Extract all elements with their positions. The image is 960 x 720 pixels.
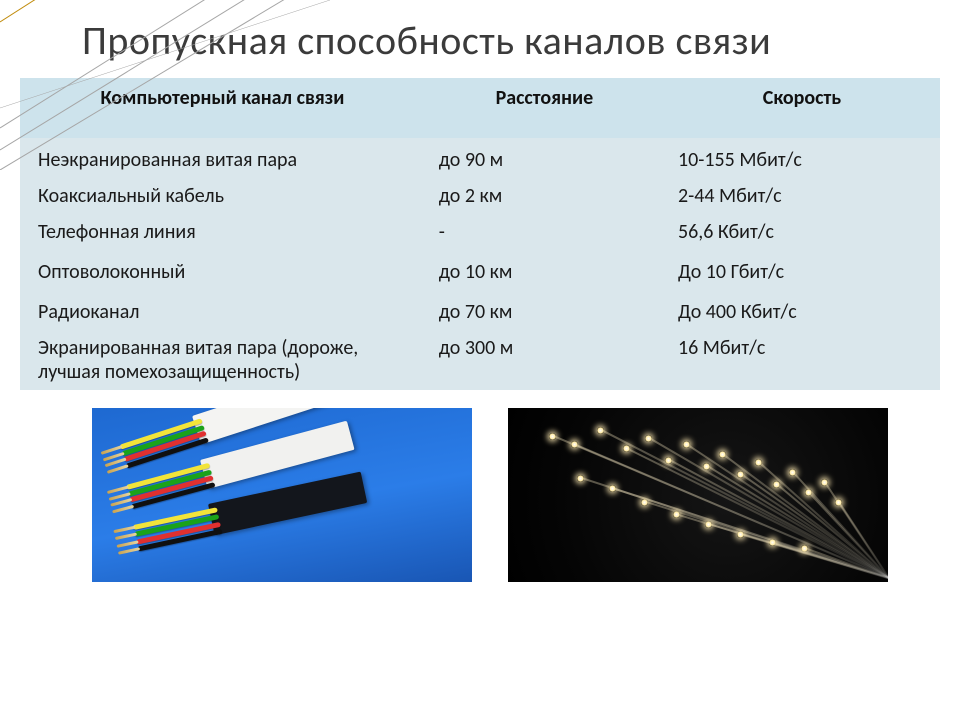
cell-channel: Радиоканал: [20, 290, 425, 330]
cell-channel: Экранированная витая пара (дороже, лучша…: [20, 330, 425, 390]
table-row: Экранированная витая пара (дороже, лучша…: [20, 330, 940, 390]
table-header-row: Компьютерный канал связи Расстояние Скор…: [20, 78, 940, 138]
cell-distance: -: [425, 214, 664, 250]
fiber-optic-image: [508, 408, 888, 582]
table-row: Оптоволоконныйдо 10 кмДо 10 Гбит/с: [20, 250, 940, 290]
cell-speed: До 10 Гбит/с: [664, 250, 940, 290]
cell-distance: до 2 км: [425, 178, 664, 214]
table-row: Неэкранированная витая парадо 90 м10-155…: [20, 138, 940, 178]
cell-channel: Неэкранированная витая пара: [20, 138, 425, 178]
table-row: Телефонная линия-56,6 Кбит/с: [20, 214, 940, 250]
images-row: [92, 408, 960, 582]
cell-speed: 2-44 Мбит/с: [664, 178, 940, 214]
cell-distance: до 70 км: [425, 290, 664, 330]
flat-cable-image: [92, 408, 472, 582]
cell-speed: До 400 Кбит/с: [664, 290, 940, 330]
col-channel: Компьютерный канал связи: [20, 78, 425, 138]
cell-speed: 56,6 Кбит/с: [664, 214, 940, 250]
cell-distance: до 300 м: [425, 330, 664, 390]
col-distance: Расстояние: [425, 78, 664, 138]
cell-speed: 16 Мбит/с: [664, 330, 940, 390]
page-title: Пропускная способность каналов связи: [0, 0, 960, 64]
cell-distance: до 90 м: [425, 138, 664, 178]
cell-speed: 10-155 Мбит/с: [664, 138, 940, 178]
col-speed: Скорость: [664, 78, 940, 138]
cell-channel: Коаксиальный кабель: [20, 178, 425, 214]
table-row: Радиоканалдо 70 кмДо 400 Кбит/с: [20, 290, 940, 330]
cell-distance: до 10 км: [425, 250, 664, 290]
bandwidth-table: Компьютерный канал связи Расстояние Скор…: [20, 78, 940, 390]
cell-channel: Оптоволоконный: [20, 250, 425, 290]
table-row: Коаксиальный кабельдо 2 км2-44 Мбит/с: [20, 178, 940, 214]
cell-channel: Телефонная линия: [20, 214, 425, 250]
